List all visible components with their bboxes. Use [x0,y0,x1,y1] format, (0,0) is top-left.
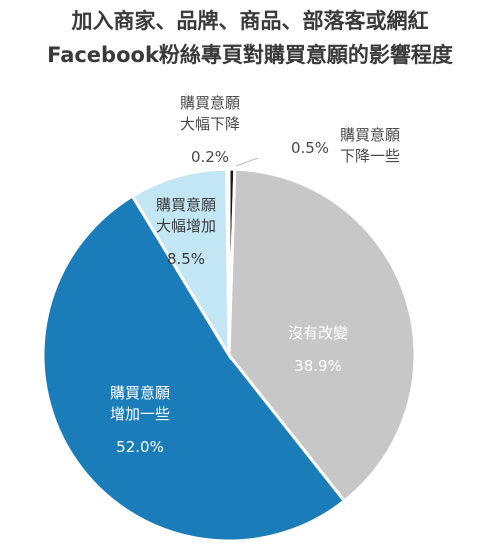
slice-value-0: 0.5% [291,139,329,157]
slice-label-4-line-0: 購買意願 [180,94,240,112]
slice-value-1: 38.9% [294,357,342,375]
slice-label-1-line-0: 沒有改變 [288,324,348,342]
slice-value-2: 52.0% [116,438,164,456]
pie-slice-4 [225,167,231,356]
slice-label-2-line-1: 增加一些 [110,405,170,423]
pie-slice-1 [227,167,417,504]
pie-slice-2 [41,193,347,543]
slice-label-0-line-1: 下降一些 [340,147,400,165]
slice-label-2-line-0: 購買意願 [110,384,170,402]
chart-title-line1: 加入商家、品牌、商品、部落客或網紅 [71,9,429,33]
slice-label-3-line-0: 購買意願 [156,196,216,214]
chart-title-line2: Facebook粉絲專頁對購買意願的影響程度 [47,43,453,67]
leader-line-0 [235,157,259,167]
slice-label-4-line-1: 大幅下降 [180,115,240,133]
slice-value-3: 8.5% [167,250,205,268]
slice-value-4: 0.2% [191,148,229,166]
pie-slice-3 [130,167,231,361]
slice-label-3-line-1: 大幅增加 [156,217,216,235]
slice-label-0-line-0: 購買意願 [340,126,400,144]
